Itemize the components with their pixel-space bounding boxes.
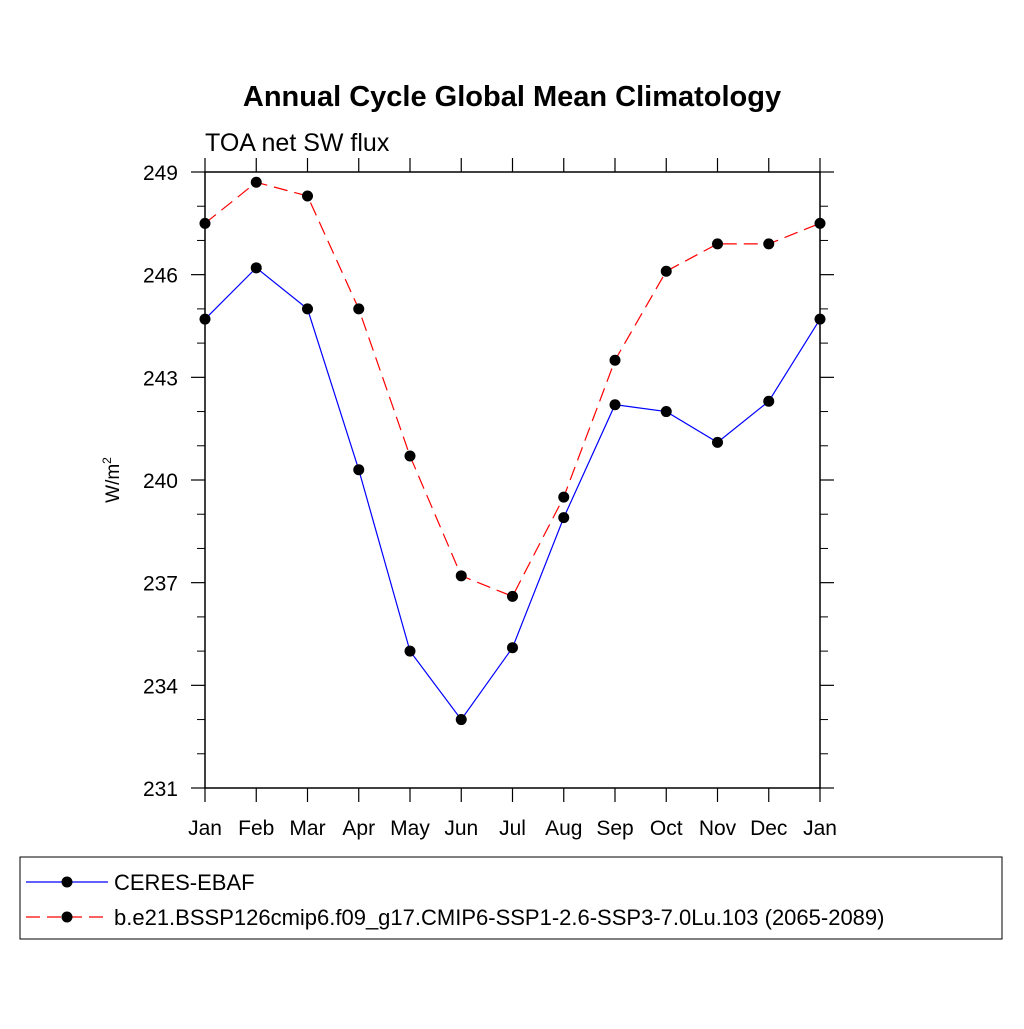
- ticks-layer: Jan Feb Mar Apr May Jun Jul Aug Sep Oct Nov Dec Jan 2…: [143, 158, 837, 840]
- series-1-point: [660, 406, 672, 418]
- y-tick-label: 249: [143, 162, 178, 185]
- series-layer: [199, 176, 826, 726]
- legend-box: [19, 856, 1003, 940]
- x-tick-label: Aug: [545, 817, 582, 840]
- chart-title: Annual Cycle Global Mean Climatology: [243, 81, 781, 113]
- chart-subtitle: TOA net SW flux: [205, 129, 390, 157]
- x-tick-label: Dec: [750, 817, 787, 840]
- plot-frame: [204, 171, 821, 789]
- y-tick-label: 240: [143, 470, 178, 493]
- series-1-point: [250, 262, 262, 274]
- y-tick-label: 243: [143, 367, 178, 390]
- series-1-point: [353, 464, 365, 476]
- series-2-point: [199, 217, 211, 229]
- series-2-point: [558, 491, 570, 503]
- x-tick-label: Jul: [499, 817, 526, 840]
- series-1-point: [302, 303, 313, 315]
- x-tick-label: Apr: [342, 817, 375, 840]
- y-tick-label: 231: [143, 778, 178, 801]
- legend: CERES-EBAF b.e21.BSSP126cmip6.f09_g17.CMI…: [26, 870, 884, 930]
- x-tick-label: Sep: [596, 817, 633, 840]
- series-1-point: [507, 642, 518, 654]
- series-1-point: [558, 512, 570, 524]
- series-2-point: [507, 590, 518, 602]
- x-tick-label: Feb: [238, 817, 274, 840]
- series-2-point: [302, 190, 313, 202]
- series-1-point: [609, 399, 621, 411]
- y-axis-label-superscript: 2: [100, 457, 114, 464]
- legend-marker-1: [61, 876, 73, 888]
- y-tick-label: 234: [143, 675, 178, 698]
- series-1-point: [814, 313, 826, 325]
- legend-label-2: b.e21.BSSP126cmip6.f09_g17.CMIP6-SSP1-2.…: [114, 905, 884, 930]
- series-2-point: [250, 176, 262, 188]
- y-tick-label: 237: [143, 573, 178, 596]
- y-tick-label: 246: [143, 265, 178, 288]
- series-2-point: [763, 238, 775, 250]
- x-tick-label: May: [390, 817, 430, 840]
- legend-marker-2: [61, 911, 73, 923]
- series-1-point: [763, 395, 775, 407]
- x-tick-label: Oct: [650, 817, 683, 840]
- series-2-point: [404, 450, 416, 462]
- x-tick-label: Jun: [444, 817, 478, 840]
- series-2-point: [660, 265, 672, 277]
- series-2-point: [712, 238, 723, 250]
- x-tick-label: Nov: [699, 817, 737, 840]
- series-2-point: [814, 217, 826, 229]
- series-2-point: [455, 570, 467, 582]
- x-tick-label: Jan: [803, 817, 837, 840]
- legend-label-1: CERES-EBAF: [114, 870, 255, 895]
- x-tick-label: Mar: [289, 817, 325, 840]
- series-line-2: [204, 181, 821, 598]
- series-1-point: [455, 714, 467, 726]
- y-axis-label-text: W/m: [103, 464, 124, 503]
- x-tick-label: Jan: [188, 817, 222, 840]
- series-2-point: [609, 354, 621, 366]
- series-1-point: [712, 436, 723, 448]
- series-1-point: [199, 313, 211, 325]
- y-axis-label: W/m2: [100, 457, 124, 503]
- series-2-point: [353, 303, 365, 315]
- series-1-point: [404, 645, 416, 657]
